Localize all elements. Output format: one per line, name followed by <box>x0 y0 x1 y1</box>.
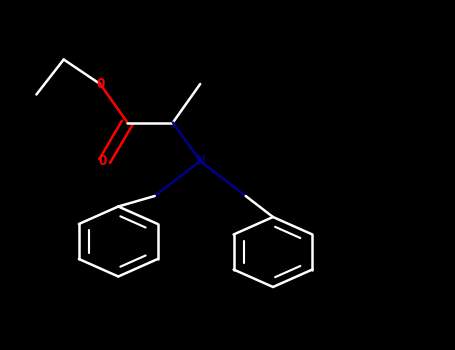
Text: N: N <box>196 154 204 168</box>
Text: O: O <box>96 77 104 91</box>
Text: O: O <box>98 154 106 168</box>
